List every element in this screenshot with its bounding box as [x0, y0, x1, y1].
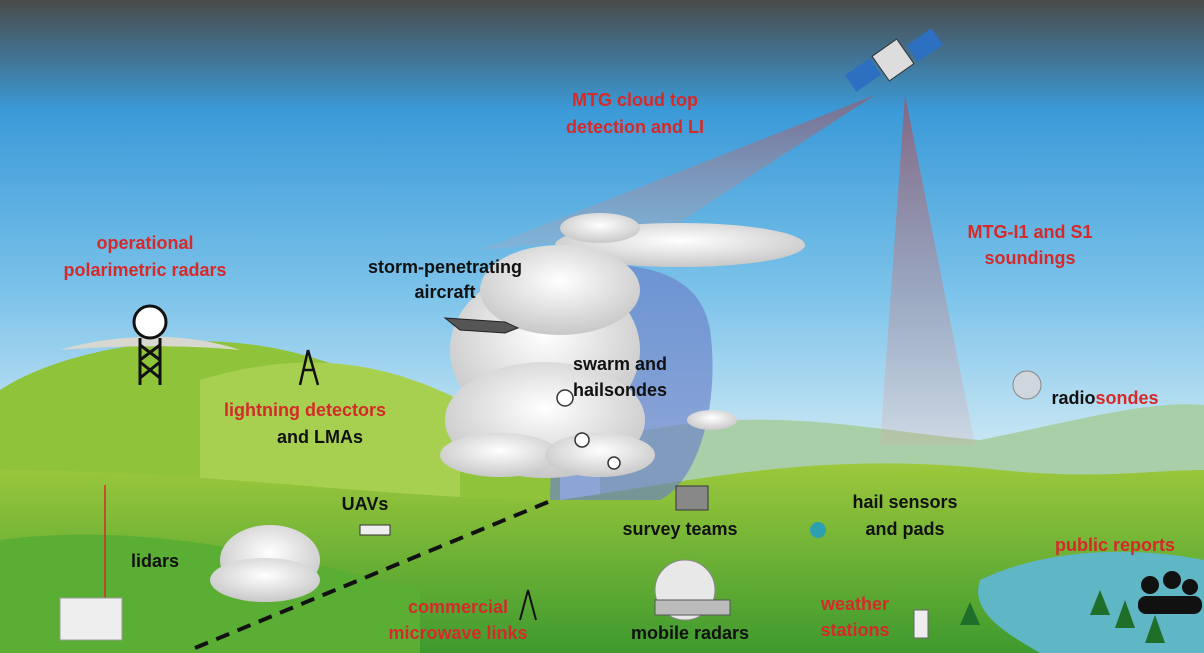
- label-part: radio: [1051, 388, 1095, 408]
- radar-truck: [655, 600, 730, 615]
- label: lightning detectors: [224, 400, 386, 420]
- radiosonde: [1013, 371, 1041, 399]
- label: survey teams: [622, 519, 737, 539]
- label: polarimetric radars: [63, 260, 226, 280]
- label-part: sondes: [1095, 388, 1158, 408]
- label: aircraft: [414, 282, 475, 302]
- label: radiosondes: [1051, 388, 1158, 408]
- label: storm-penetrating: [368, 257, 522, 277]
- label: detection and LI: [566, 117, 704, 137]
- label: mobile radars: [631, 623, 749, 643]
- page: {"labels": [ {"lines": ["MTG cloud top",…: [0, 0, 1204, 653]
- label: public reports: [1055, 535, 1175, 555]
- label: hailsondes: [573, 380, 667, 400]
- label: and LMAs: [277, 427, 363, 447]
- label: swarm and: [573, 354, 667, 374]
- label: stations: [820, 620, 889, 640]
- label: hail sensors: [852, 492, 957, 512]
- label: operational: [96, 233, 193, 253]
- uav: [360, 525, 390, 535]
- label: UAVs: [342, 494, 389, 514]
- label: weather: [820, 594, 889, 614]
- hail-pad: [810, 522, 826, 538]
- small-cloud: [687, 410, 737, 430]
- survey-truck: [676, 486, 708, 510]
- illustration: MTG cloud top detection and LI MTG-I1 an…: [0, 0, 1204, 653]
- weather-station: [914, 610, 928, 638]
- label: MTG-I1 and S1: [967, 222, 1092, 242]
- label: and pads: [865, 519, 944, 539]
- label: commercial: [408, 597, 508, 617]
- label: microwave links: [388, 623, 527, 643]
- label: soundings: [985, 248, 1076, 268]
- label: lidars: [131, 551, 179, 571]
- lidar: [60, 598, 122, 640]
- label: MTG cloud top: [572, 90, 698, 110]
